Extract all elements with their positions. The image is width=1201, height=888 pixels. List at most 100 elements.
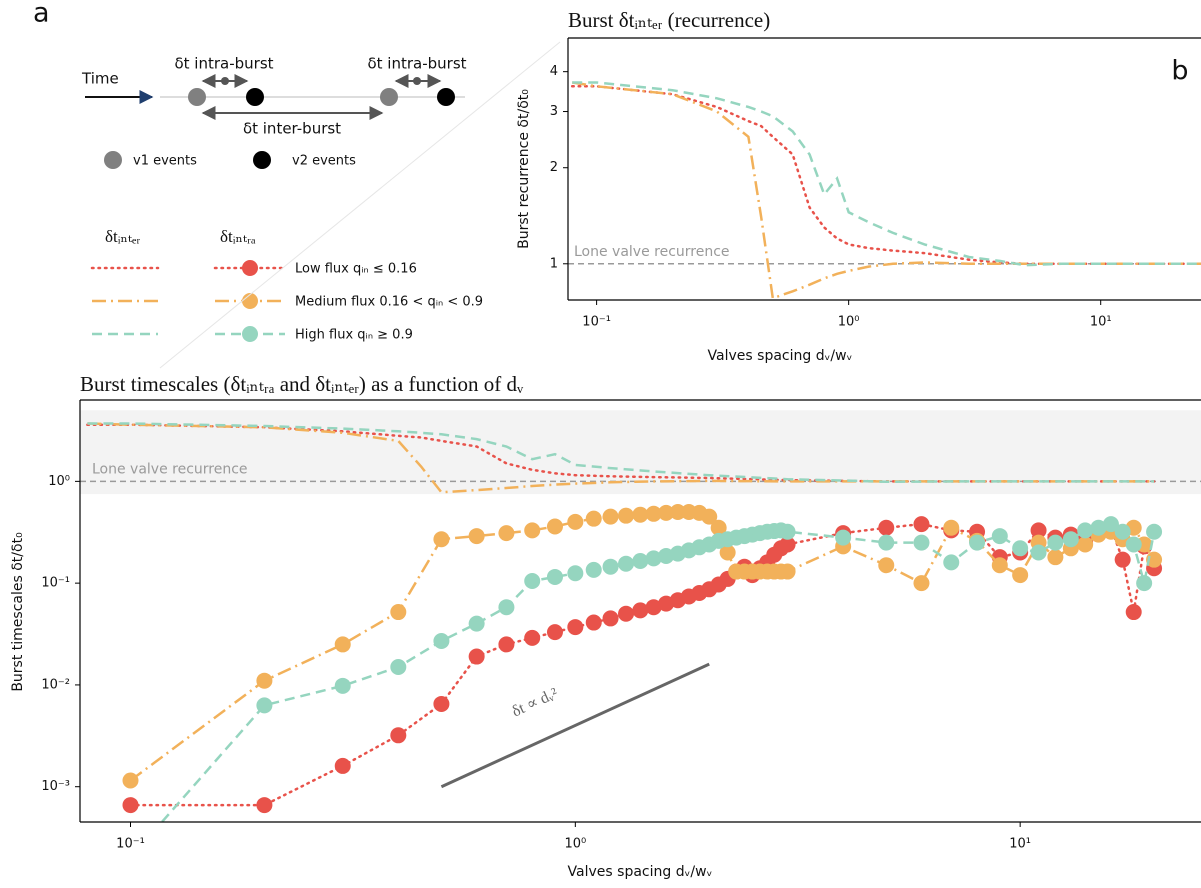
data-point [618,605,635,622]
series-line [160,522,1156,822]
legend-header: δtᵢₙₜᵣₐ [220,227,256,246]
data-point [433,695,450,712]
data-point [256,672,273,689]
x-tick-label: 10⁰ [838,315,860,330]
intra-dot [221,77,229,85]
x-tick-label: 10¹ [1009,837,1031,852]
data-point [498,636,515,653]
v2-event [437,88,455,106]
v1-legend-label: v1 events [133,154,197,169]
data-point [645,599,662,616]
x-tick-label: 10⁻¹ [116,837,145,852]
legend-marker [242,326,258,342]
data-point [498,525,515,542]
series-line [572,81,1201,267]
data-point [1047,549,1064,566]
data-point [779,563,796,580]
data-point [546,518,563,535]
data-point [1030,544,1047,561]
y-tick-label: 10⁻² [41,677,70,692]
data-point [524,629,541,646]
data-point [878,519,895,536]
y-tick-label: 10⁻³ [41,779,70,794]
data-point [618,507,635,524]
reference-label: Lone valve recurrence [574,244,730,260]
data-point [1012,540,1029,557]
data-point [913,575,930,592]
data-point [1146,523,1163,540]
data-point [524,572,541,589]
data-point [710,519,727,536]
data-point [390,604,407,621]
data-point [632,506,649,523]
legend-label: Medium flux 0.16 < qᵢₙ < 0.9 [295,295,483,310]
data-point [602,508,619,525]
data-point [991,528,1008,545]
v1-legend-dot [104,151,122,169]
panel-label: a [33,0,50,29]
data-point [1030,522,1047,539]
data-point [943,554,960,571]
legend-marker [242,260,258,276]
data-point [913,534,930,551]
data-point [969,534,986,551]
data-point [468,615,485,632]
data-point [632,553,649,570]
chart-title: Burst timescales (δtᵢₙₜᵣₐ and δtᵢₙₜₑᵣ) a… [80,372,524,396]
intra-burst-label: δt intra-burst [174,55,273,73]
data-point [669,503,686,520]
data-point [779,536,796,553]
data-point [602,610,619,627]
data-point [878,557,895,574]
y-axis-label: Burst recurrence δt/δt₀ [516,89,532,249]
chart-title: Burst δtᵢₙₜₑᵣ (recurrence) [568,8,770,32]
y-tick-label: 4 [550,64,558,79]
data-point [585,614,602,631]
data-point [1125,604,1142,621]
data-point [1012,567,1029,584]
legend-label: Low flux qᵢₙ ≤ 0.16 [295,262,417,277]
v2-event [246,88,264,106]
panel-label: b [1171,56,1188,87]
data-point [524,522,541,539]
data-point [719,544,736,561]
zoom-connector [159,41,561,369]
x-axis-label: Valves spacing dᵥ/wᵥ [708,348,853,364]
data-point [498,599,515,616]
data-point [1090,519,1107,536]
data-point [256,697,273,714]
data-point [334,677,351,694]
data-point [835,529,852,546]
data-point [913,516,930,533]
shaded-band [80,410,1201,495]
data-point [779,523,796,540]
plot-area [568,81,1201,300]
x-tick-label: 10⁻¹ [582,315,611,330]
intra-dot [413,77,421,85]
data-point [334,757,351,774]
data-point [585,561,602,578]
data-point [645,505,662,522]
data-point [1077,536,1094,553]
data-point [433,633,450,650]
v2-legend-label: v2 events [292,154,356,169]
y-tick-label: 10⁻¹ [41,576,70,591]
data-point [468,528,485,545]
data-point [658,504,675,521]
v1-event [188,88,206,106]
data-point [546,568,563,585]
data-point [567,565,584,582]
data-point [1062,531,1079,548]
data-point [567,619,584,636]
data-point [618,555,635,572]
data-point [1146,551,1163,568]
data-point [645,550,662,567]
intra-burst-label: δt intra-burst [367,55,466,73]
data-point [701,508,718,525]
data-point [1136,575,1153,592]
y-axis-label: Burst timescales δt/δt₀ [10,532,26,692]
data-point [567,513,584,530]
data-point [632,602,649,619]
data-point [390,727,407,744]
